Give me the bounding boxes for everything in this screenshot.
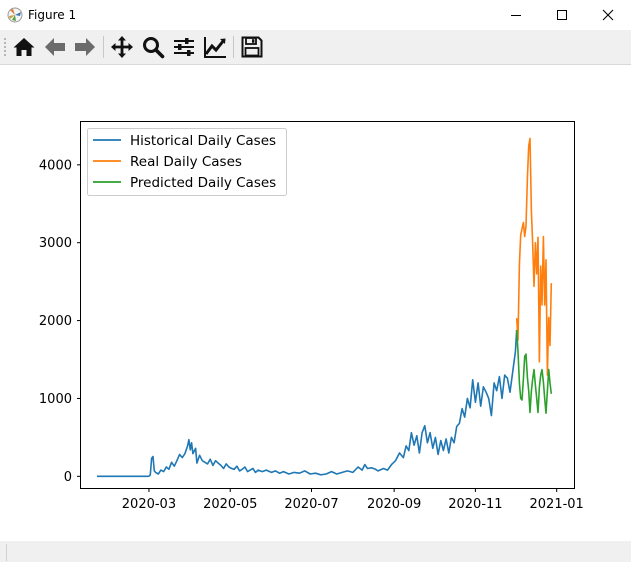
legend-label: Real Daily Cases: [130, 154, 242, 170]
subplots-button[interactable]: [172, 35, 196, 59]
maximize-button[interactable]: [539, 0, 585, 30]
save-button[interactable]: [240, 35, 264, 59]
y-tick-label: 1000: [39, 392, 72, 407]
pan-button[interactable]: [110, 35, 134, 59]
y-tick-label: 2000: [39, 314, 72, 329]
x-tick-label: 2020-05: [203, 497, 257, 512]
toolbar-separator: [103, 36, 104, 58]
status-bar: [0, 541, 631, 562]
minimize-button[interactable]: [493, 0, 539, 30]
minimize-icon: [511, 15, 521, 16]
forward-button[interactable]: [73, 35, 97, 59]
legend-label: Predicted Daily Cases: [130, 175, 276, 191]
status-divider: [6, 544, 7, 561]
toolbar-grip[interactable]: [3, 37, 7, 57]
line-chart-icon: [204, 37, 226, 58]
maximize-icon: [557, 10, 567, 20]
arrow-left-icon: [45, 38, 65, 56]
customize-button[interactable]: [203, 35, 227, 59]
legend-box: [87, 128, 287, 196]
back-button[interactable]: [43, 35, 67, 59]
line-chart: 2020-03 2020-05 2020-07 2020-09 2020-11 2021-…: [39, 121, 584, 512]
x-tick-label: 2020-09: [367, 497, 421, 512]
close-icon: [602, 9, 614, 21]
y-tick-label: 4000: [39, 158, 72, 173]
home-icon: [13, 38, 35, 56]
toolbar-separator: [233, 36, 234, 58]
x-tick-label: 2020-03: [122, 497, 176, 512]
zoom-button[interactable]: [141, 35, 165, 59]
navigation-toolbar: [0, 30, 631, 65]
figure-canvas[interactable]: 2020-03 2020-05 2020-07 2020-09 2020-11 2021-…: [0, 65, 631, 541]
series-line-2: [515, 329, 553, 415]
x-tick-label: 2021-01: [530, 497, 584, 512]
title-bar: Figure 1: [0, 0, 631, 30]
matplotlib-icon: [7, 7, 23, 23]
window-title: Figure 1: [28, 8, 77, 22]
y-tick-label: 0: [64, 470, 72, 485]
move-icon: [111, 36, 133, 58]
home-button[interactable]: [12, 35, 36, 59]
legend-label: Historical Daily Cases: [130, 133, 276, 149]
x-tick-label: 2020-07: [284, 497, 338, 512]
series-line-0: [97, 329, 518, 478]
plot-area-frame: [80, 121, 575, 489]
x-tick-label: 2020-11: [448, 497, 502, 512]
series-line-1: [515, 137, 553, 376]
sliders-icon: [174, 38, 194, 56]
zoom-icon: [143, 37, 165, 59]
arrow-right-icon: [75, 38, 95, 56]
y-tick-label: 3000: [39, 236, 72, 251]
close-button[interactable]: [585, 0, 631, 30]
save-icon: [241, 36, 263, 58]
